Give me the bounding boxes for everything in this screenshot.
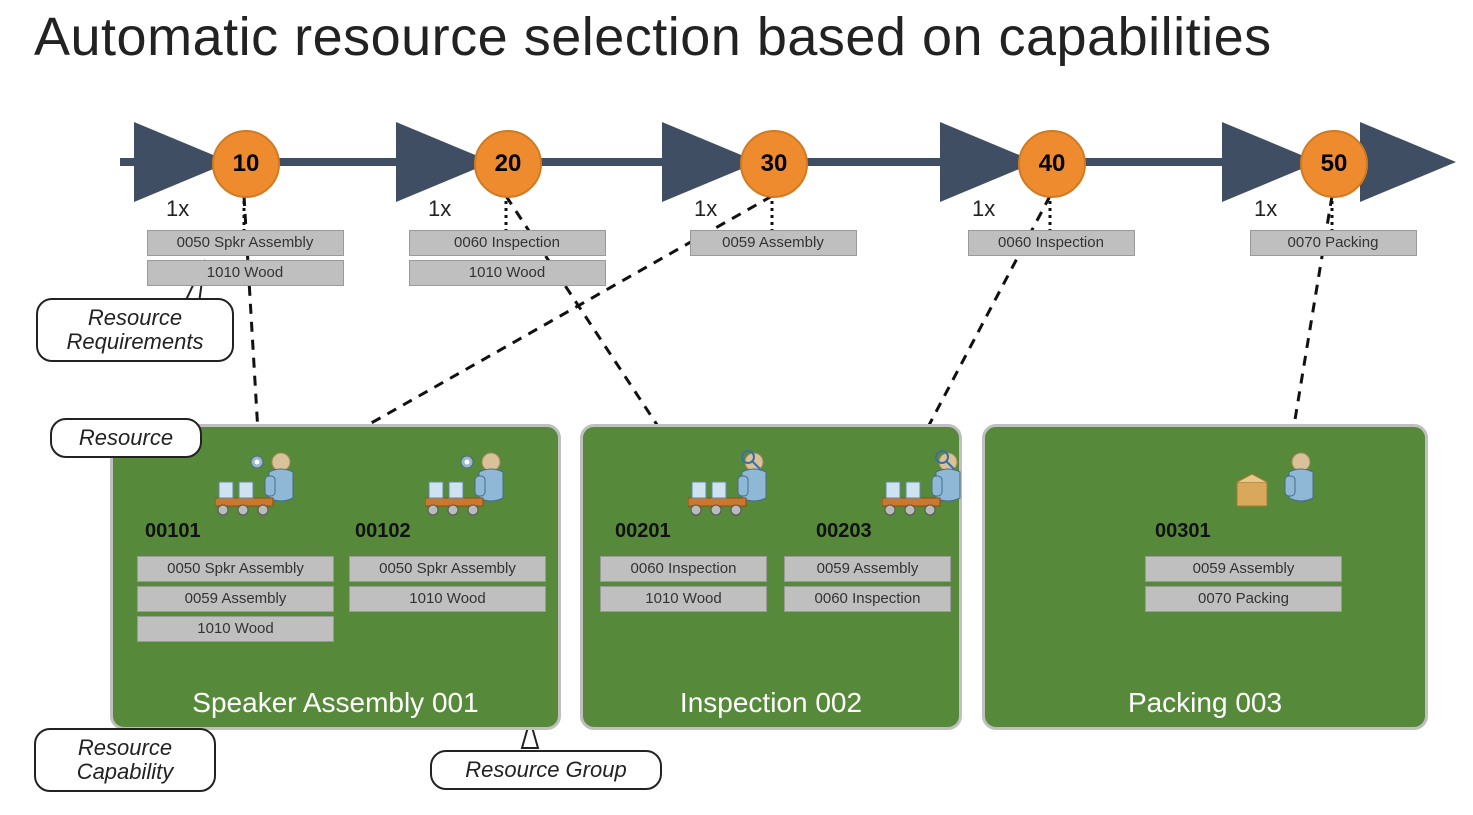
requirement-tag: 0059 Assembly xyxy=(690,230,857,256)
packing-worker-icon xyxy=(1235,450,1325,520)
requirement-tag: 0060 Inspection xyxy=(409,230,606,256)
callout: ResourceRequirements xyxy=(36,298,234,362)
callout: Resource Group xyxy=(430,750,662,790)
resource-label: 00301 xyxy=(1155,520,1211,543)
requirement-tag: 0050 Spkr Assembly xyxy=(147,230,344,256)
capability-tag: 1010 Wood xyxy=(137,616,334,642)
resource-label: 00101 xyxy=(145,520,201,543)
operation-qty-40: 1x xyxy=(972,196,995,222)
resource-group-title: Packing 003 xyxy=(985,687,1425,719)
callout-line: Capability xyxy=(50,760,200,784)
capability-tag: 0059 Assembly xyxy=(1145,556,1342,582)
inspection-worker-icon xyxy=(882,450,972,520)
capability-tag: 0050 Spkr Assembly xyxy=(137,556,334,582)
operation-qty-30: 1x xyxy=(694,196,717,222)
resource-label: 00203 xyxy=(816,520,872,543)
callout-line: Resource xyxy=(50,736,200,760)
operation-qty-50: 1x xyxy=(1254,196,1277,222)
requirement-tag: 0060 Inspection xyxy=(968,230,1135,256)
capability-tag: 0059 Assembly xyxy=(784,556,951,582)
assembly-worker-icon xyxy=(425,450,515,520)
capability-tag: 0050 Spkr Assembly xyxy=(349,556,546,582)
callout: Resource xyxy=(50,418,202,458)
assembly-worker-icon xyxy=(215,450,305,520)
operation-qty-20: 1x xyxy=(428,196,451,222)
operation-qty-10: 1x xyxy=(166,196,189,222)
requirement-tag: 1010 Wood xyxy=(147,260,344,286)
capability-tag: 1010 Wood xyxy=(600,586,767,612)
operation-node-30: 30 xyxy=(740,130,808,198)
requirement-tag: 0070 Packing xyxy=(1250,230,1417,256)
callout-line: Resource Group xyxy=(446,758,646,782)
resource-label: 00102 xyxy=(355,520,411,543)
requirement-tag: 1010 Wood xyxy=(409,260,606,286)
callout-line: Resource xyxy=(52,306,218,330)
operation-node-50: 50 xyxy=(1300,130,1368,198)
inspection-worker-icon xyxy=(688,450,778,520)
callout-line: Requirements xyxy=(52,330,218,354)
capability-tag: 0060 Inspection xyxy=(784,586,951,612)
callout: ResourceCapability xyxy=(34,728,216,792)
operation-node-40: 40 xyxy=(1018,130,1086,198)
capability-tag: 0070 Packing xyxy=(1145,586,1342,612)
resource-group-title: Inspection 002 xyxy=(583,687,959,719)
capability-tag: 0059 Assembly xyxy=(137,586,334,612)
resource-group-title: Speaker Assembly 001 xyxy=(113,687,558,719)
operation-node-10: 10 xyxy=(212,130,280,198)
capability-tag: 0060 Inspection xyxy=(600,556,767,582)
capability-tag: 1010 Wood xyxy=(349,586,546,612)
resource-label: 00201 xyxy=(615,520,671,543)
callout-line: Resource xyxy=(66,426,186,450)
operation-node-20: 20 xyxy=(474,130,542,198)
